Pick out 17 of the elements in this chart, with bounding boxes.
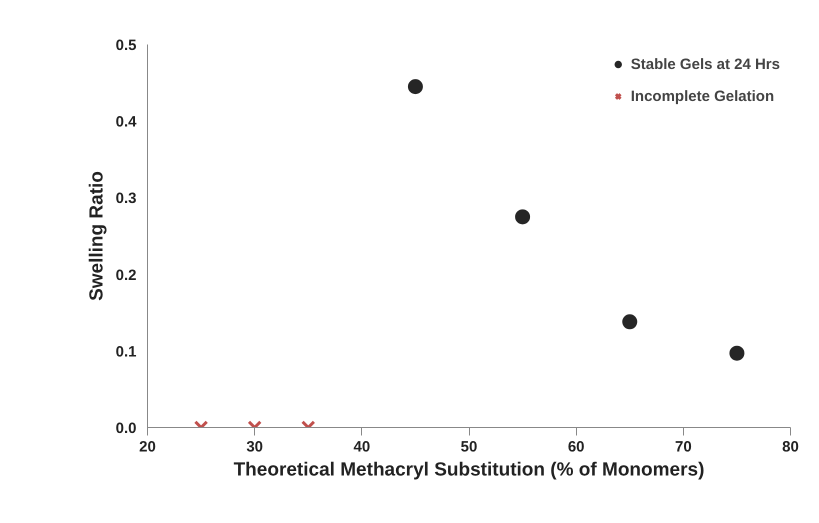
y-axis-title: Swelling Ratio [86, 171, 108, 301]
x-tick-label: 80 [782, 438, 799, 456]
x-tick-label: 20 [139, 438, 156, 456]
x-tick-label: 70 [674, 438, 692, 456]
x-tick-label: 30 [246, 438, 264, 456]
y-tick-label: 0.0 [116, 420, 137, 437]
y-tick-label: 0.3 [116, 190, 137, 208]
y-tick-label: 0.4 [116, 114, 138, 131]
x-tick-label: 60 [568, 438, 585, 456]
y-tick-label: 0.1 [116, 343, 137, 360]
legend-label: Incomplete Gelation [630, 88, 774, 104]
y-tick-label: 0.2 [116, 266, 137, 284]
x-axis-title: Theoretical Methacryl Substitution (% of Monomers) [234, 460, 704, 480]
x-tick-label: 40 [353, 438, 370, 456]
y-tick-label: 0.5 [116, 37, 137, 54]
legend-label: Stable Gels at 24 Hrs [630, 56, 780, 72]
x-tick-label: 50 [460, 438, 478, 456]
